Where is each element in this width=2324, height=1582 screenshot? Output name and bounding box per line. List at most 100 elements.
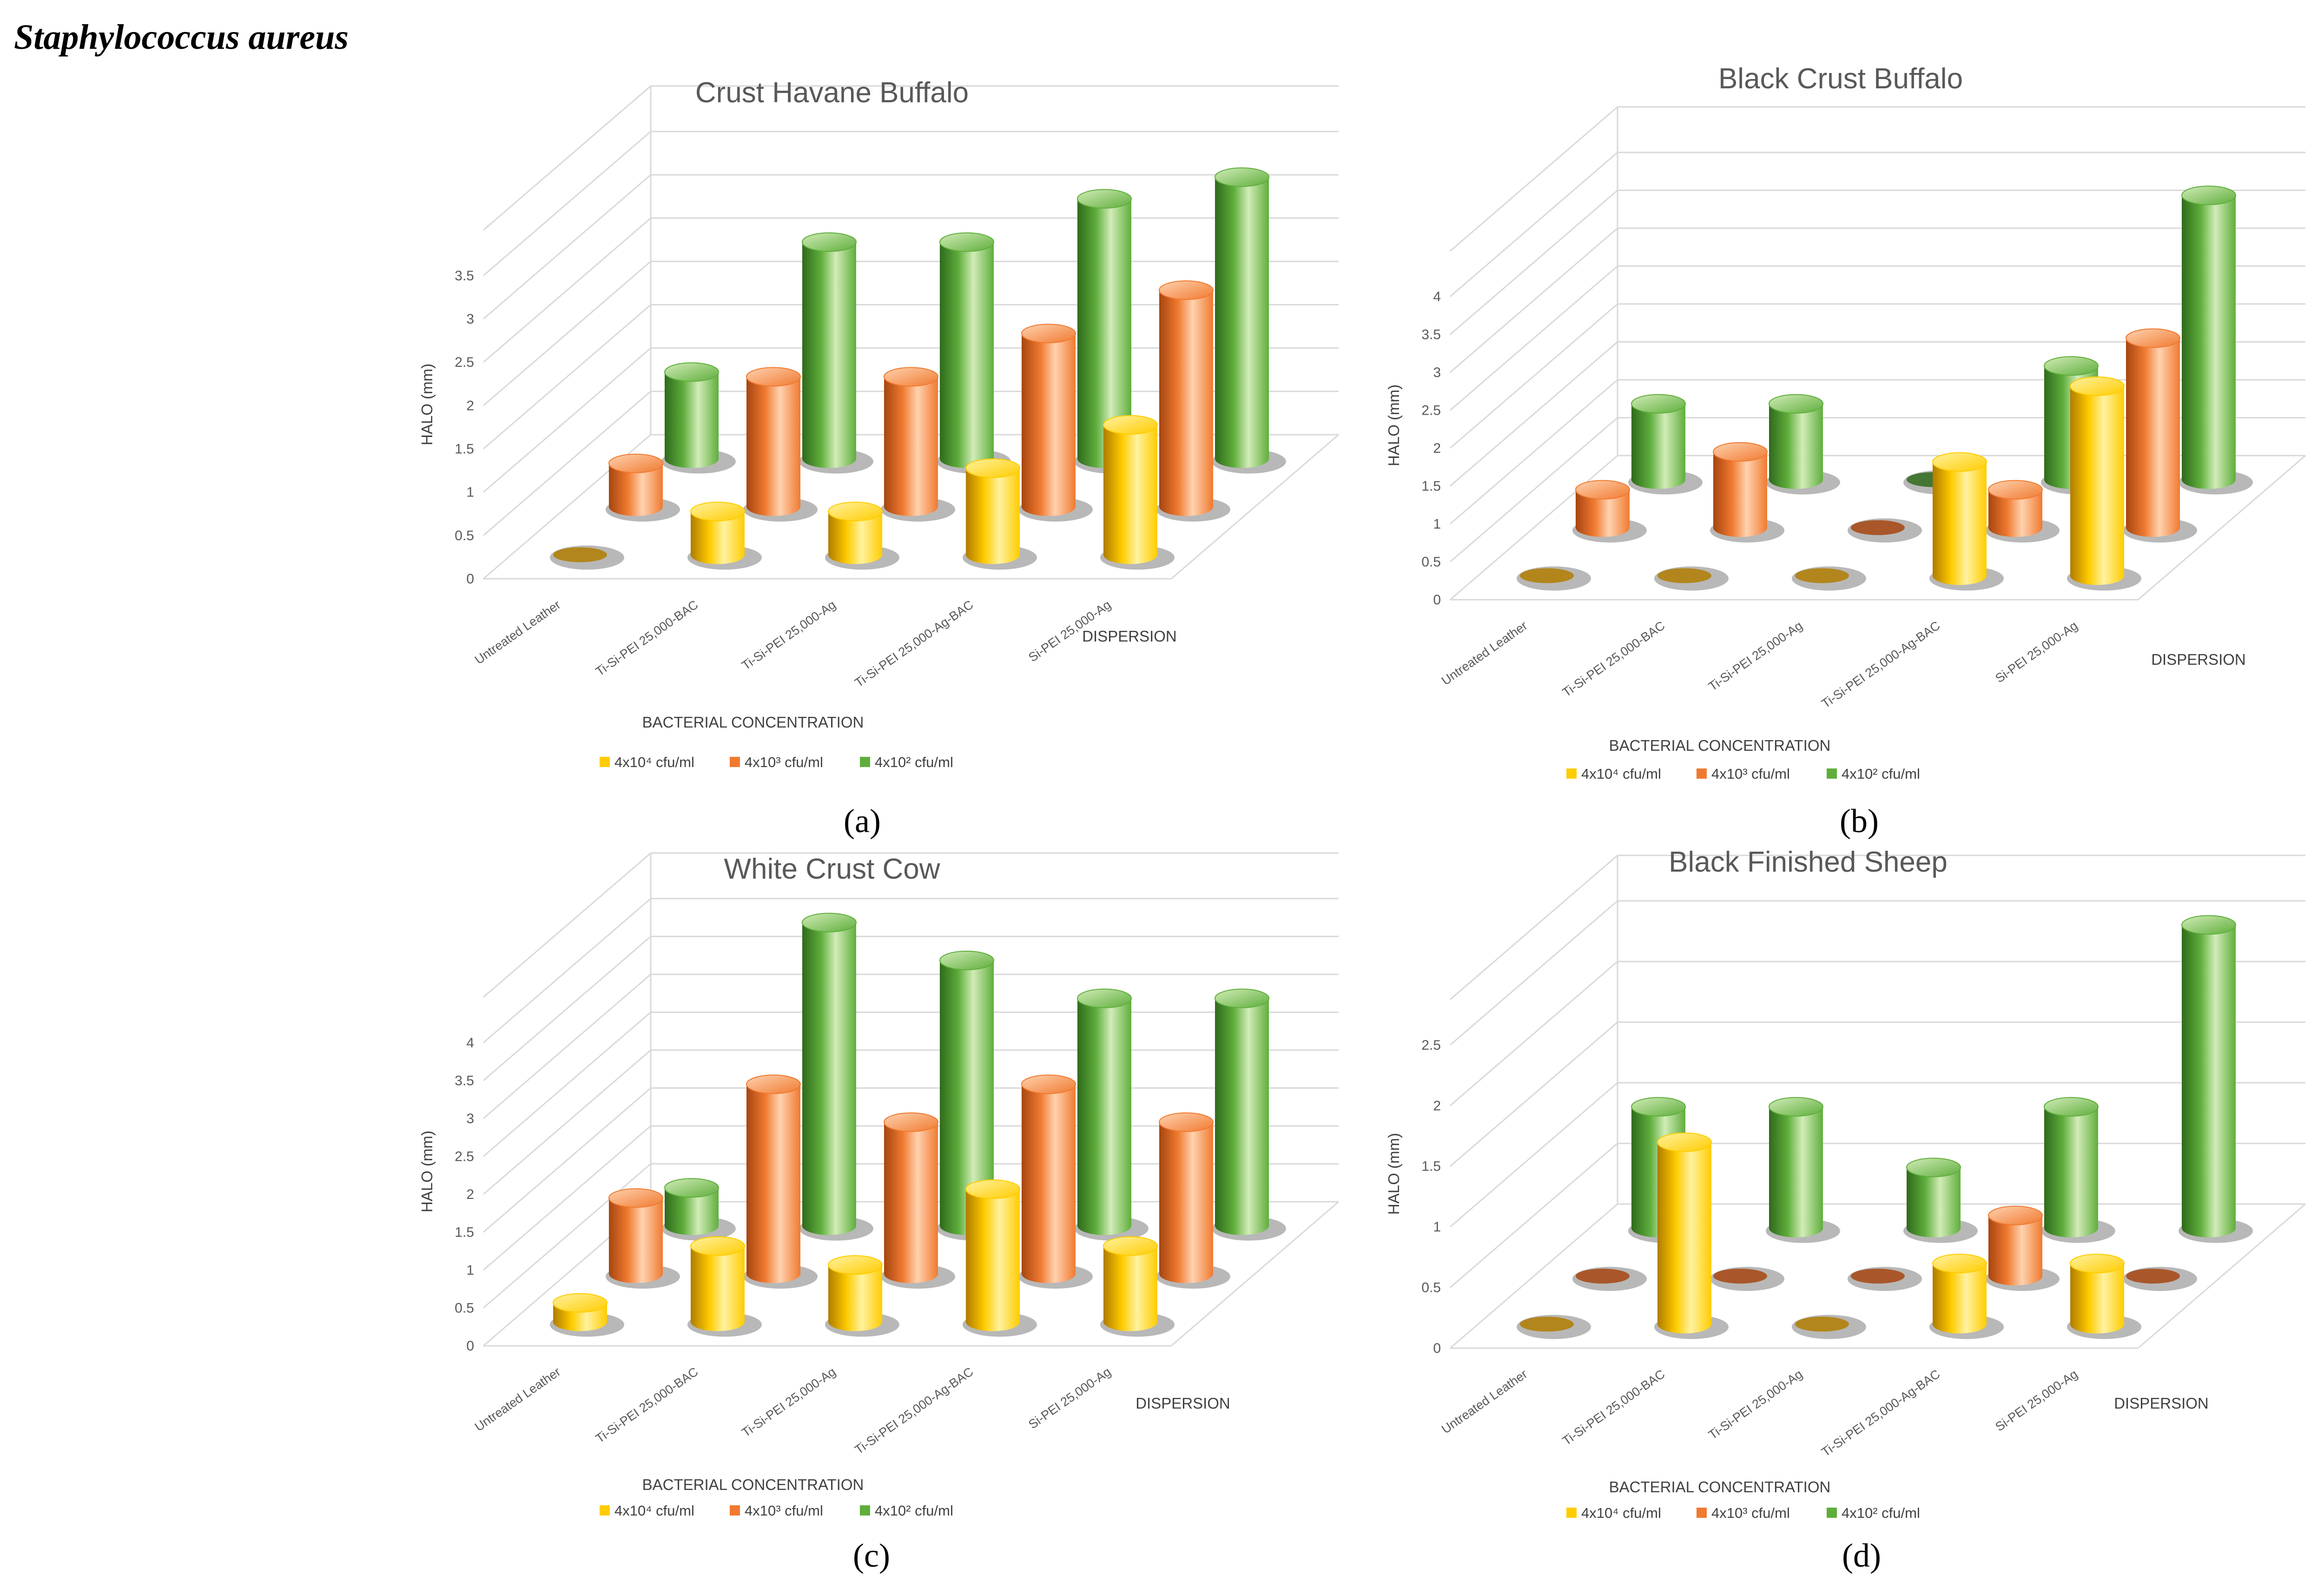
y-axis-label: HALO (mm): [418, 1131, 436, 1212]
depth-axis-label: DISPERSION: [1082, 628, 1177, 645]
legend-label: 4x10² cfu/ml: [875, 754, 953, 770]
y-tick-label: 1.5: [455, 1225, 474, 1240]
category-label: Ti-Si-PEI 25,000-BAC: [593, 1364, 700, 1446]
grid-diagonal: [483, 1163, 651, 1309]
grid-diagonal: [1450, 227, 1618, 373]
grid-diagonal: [483, 898, 651, 1043]
x-axis-label: BACTERIAL CONCENTRATION: [1609, 737, 1831, 754]
figure-header: Staphylococcus aureus: [14, 18, 349, 57]
y-tick-label: 2: [1433, 441, 1441, 456]
y-tick-label: 0.5: [1421, 554, 1441, 569]
legend-label: 4x10⁴ cfu/ml: [614, 754, 694, 770]
bar-1-3: [1792, 1315, 1866, 1339]
y-tick-label: 3.5: [455, 1073, 474, 1088]
x-axis-label: BACTERIAL CONCENTRATION: [642, 1476, 864, 1493]
y-tick-label: 0: [466, 1338, 474, 1354]
bar-1-3: [825, 502, 899, 570]
bar-1-5: [2067, 376, 2141, 591]
x-axis-label: BACTERIAL CONCENTRATION: [642, 714, 864, 731]
grid-diagonal: [483, 1049, 651, 1195]
bar-1-2: [1654, 566, 1729, 591]
legend-label: 4x10⁴ cfu/ml: [1581, 766, 1661, 782]
depth-axis-label: DISPERSION: [2151, 651, 2246, 668]
bar-2-5: [1156, 1112, 1230, 1289]
bar-2-2: [1710, 1267, 1784, 1291]
legend-label: 4x10² cfu/ml: [1842, 1505, 1920, 1521]
bar-3-5: [2179, 185, 2253, 495]
bar-1-4: [1929, 452, 2004, 591]
category-label: Ti-Si-PEI 25,000-Ag-BAC: [852, 597, 976, 690]
category-label: Ti-Si-PEI 25,000-Ag: [1706, 618, 1805, 694]
category-label: Ti-Si-PEI 25,000-BAC: [593, 597, 700, 679]
grid-diagonal: [483, 1125, 651, 1271]
category-label: Ti-Si-PEI 25,000-Ag: [1706, 1367, 1805, 1442]
grid-diagonal: [1450, 900, 1618, 1046]
legend-label: 4x10² cfu/ml: [875, 1503, 953, 1519]
bar-1-1: [1517, 1315, 1591, 1339]
bar-3-4: [1074, 988, 1149, 1241]
wall-top: [1450, 106, 1618, 252]
legend-label: 4x10² cfu/ml: [1842, 766, 1920, 782]
depth-axis-label: DISPERSION: [2114, 1395, 2209, 1412]
category-label: Si-PEI 25,000-Ag: [1026, 1364, 1113, 1431]
chart-title: Black Finished Sheep: [1669, 846, 1948, 878]
category-label: Ti-Si-PEI 25,000-Ag: [739, 597, 838, 673]
bar-3-1: [661, 362, 736, 474]
panel-caption: (b): [1840, 802, 1879, 840]
legend-swatch: [1697, 768, 1707, 779]
floor-right: [2138, 1203, 2306, 1349]
bar-1-1: [550, 545, 624, 570]
y-tick-label: 3: [1433, 365, 1441, 380]
y-tick-label: 4: [1433, 289, 1441, 304]
chart-panel-3: 0 0.5 1 1.5 2 2.5 3 3.5 4 Untreated Leather Ti-Si-…: [418, 852, 1339, 1574]
bar-2-5: [2123, 1267, 2197, 1291]
floor-right: [1171, 1201, 1339, 1347]
bar-2-4: [1985, 480, 2060, 543]
chart-title: Crust Havane Buffalo: [695, 77, 969, 109]
y-tick-label: 1.5: [1421, 478, 1441, 494]
grid-diagonal: [1450, 1021, 1618, 1167]
bar-2-1: [1572, 1267, 1647, 1291]
legend-swatch: [600, 757, 610, 767]
bar-1-5: [1100, 415, 1175, 570]
grid-diagonal: [483, 1087, 651, 1233]
bar-3-2: [1766, 394, 1840, 495]
category-label: Si-PEI 25,000-Ag: [1993, 1367, 2080, 1434]
y-tick-label: 2.5: [455, 1149, 474, 1164]
y-tick-label: 1.5: [455, 441, 474, 457]
y-tick-label: 2.5: [455, 355, 474, 370]
chart-panel-2: 0 0.5 1 1.5 2 2.5 3 3.5 4 Untreated Leather Ti-Si-…: [1385, 63, 2306, 840]
grid-diagonal: [483, 1012, 651, 1157]
bar-3-2: [799, 913, 873, 1241]
bar-1-4: [1929, 1253, 2004, 1339]
bar-1-4: [963, 1179, 1037, 1337]
bar-2-5: [2123, 328, 2197, 543]
bar-1-1: [1517, 566, 1591, 591]
panel-caption: (d): [1842, 1537, 1881, 1574]
y-tick-label: 2: [466, 1187, 474, 1202]
chart-panel-4: 0 0.5 1 1.5 2 2.5 Untreated Leather Ti-Si-PEI 2…: [1385, 846, 2306, 1574]
bar-2-1: [606, 1188, 680, 1289]
y-tick-label: 3: [466, 311, 474, 327]
legend-swatch: [1827, 1508, 1837, 1518]
grid-diagonal: [483, 391, 651, 536]
category-label: Untreated Leather: [1439, 618, 1530, 688]
bar-3-1: [1628, 394, 1703, 495]
category-label: Ti-Si-PEI 25,000-Ag-BAC: [1819, 1367, 1943, 1459]
y-tick-label: 0.5: [1421, 1280, 1441, 1296]
x-axis-label: BACTERIAL CONCENTRATION: [1609, 1478, 1831, 1496]
y-tick-label: 0: [466, 571, 474, 587]
grid-diagonal: [483, 936, 651, 1081]
bar-1-2: [687, 1236, 762, 1337]
bar-2-2: [1710, 442, 1784, 543]
legend-label: 4x10³ cfu/ml: [745, 754, 823, 770]
bar-3-2: [799, 232, 873, 474]
legend-swatch: [1697, 1508, 1707, 1518]
bar-1-1: [550, 1293, 624, 1337]
grid-diagonal: [1450, 341, 1618, 487]
grid-diagonal: [483, 973, 651, 1119]
y-tick-label: 0: [1433, 1341, 1441, 1356]
y-axis-label: HALO (mm): [418, 364, 436, 445]
grid-diagonal: [483, 347, 651, 493]
bar-1-2: [687, 502, 762, 570]
